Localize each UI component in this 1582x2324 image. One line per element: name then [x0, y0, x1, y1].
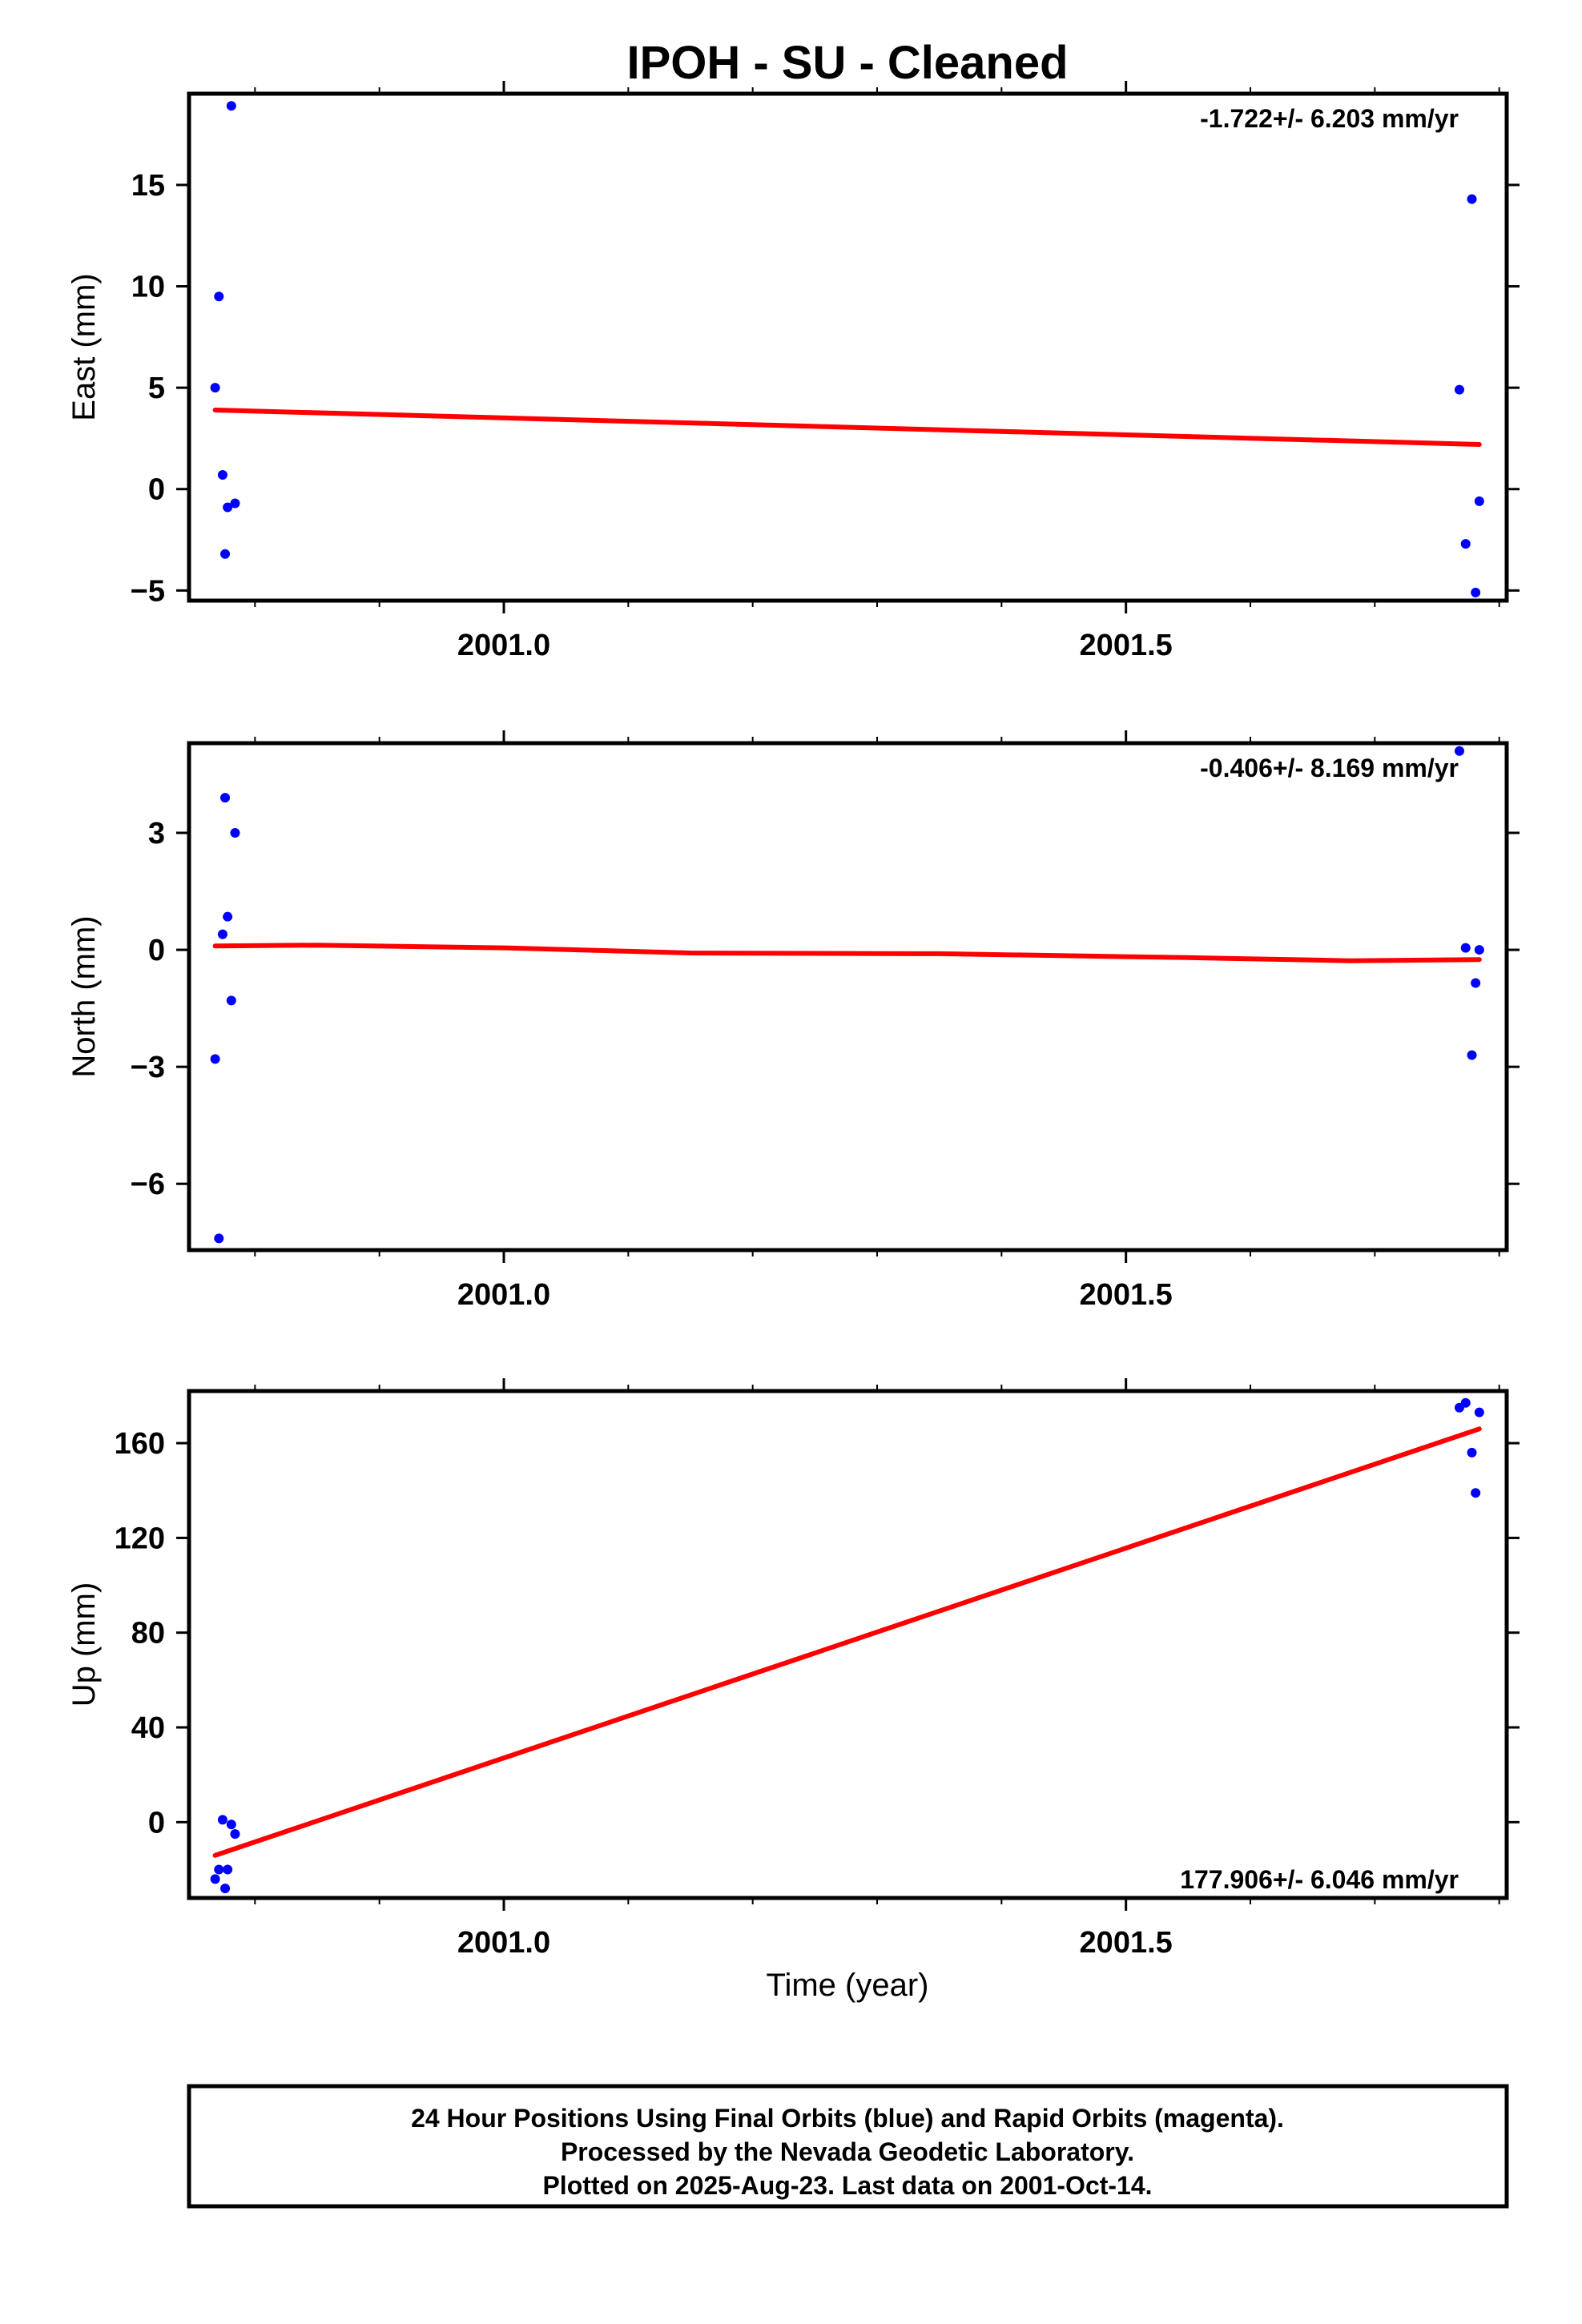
y-tick-label: 40	[131, 1711, 165, 1745]
data-point	[226, 995, 236, 1006]
y-tick-label: 0	[148, 934, 165, 967]
trend-line-east	[212, 408, 1482, 447]
x-axis-label: Time (year)	[767, 1968, 929, 2003]
plot-frame-north	[187, 741, 1509, 1252]
data-point	[226, 101, 236, 111]
data-point	[1474, 1407, 1484, 1417]
data-point	[1460, 943, 1471, 953]
data-point	[210, 383, 220, 393]
data-point	[1471, 587, 1481, 597]
x-tick-label: 2001.5	[1080, 1926, 1173, 1960]
footer-line-3: Plotted on 2025-Aug-23. Last data on 200…	[542, 2171, 1152, 2200]
data-point	[214, 1233, 224, 1244]
footer-line-1: 24 Hour Positions Using Final Orbits (bl…	[411, 2104, 1284, 2133]
x-tick-label: 2001.0	[457, 1926, 550, 1960]
data-point	[226, 1819, 236, 1830]
panel-east: 2001.0 2001.5 −5 0 5 10 15 East (mm) -1.722+/- 6…	[66, 81, 1520, 662]
data-point	[217, 1815, 227, 1825]
y-tick-label: 3	[148, 817, 165, 850]
data-point	[214, 1864, 224, 1875]
data-point	[1471, 1488, 1481, 1498]
rate-label-east: -1.722+/- 6.203 mm/yr	[1200, 104, 1459, 133]
rate-label-up: 177.906+/- 6.046 mm/yr	[1180, 1865, 1459, 1894]
y-tick-label: 10	[131, 271, 165, 304]
panels: 2001.0 2001.5 −5 0 5 10 15 East (mm) -1.722+/- 6…	[66, 81, 1520, 1960]
data-point	[223, 911, 233, 922]
y-tick-label: 80	[131, 1617, 165, 1651]
y-tick-label: 15	[131, 169, 165, 203]
data-point	[214, 292, 224, 302]
y-tick-label: 5	[148, 372, 165, 405]
data-point	[220, 549, 231, 559]
data-point	[1460, 1397, 1471, 1408]
y-tick-label: 160	[115, 1427, 165, 1461]
y-axis-label-up: Up (mm)	[66, 1582, 102, 1707]
data-point	[1467, 1447, 1477, 1458]
data-point	[230, 498, 240, 509]
panel-north: 2001.0 2001.5 −6 −3 0 3 North (mm) -0.406+/- 8.…	[66, 730, 1520, 1312]
y-tick-label: 0	[148, 473, 165, 507]
data-point	[230, 827, 240, 838]
y-tick-label: −6	[131, 1168, 165, 1201]
plot-frame-east	[187, 91, 1509, 603]
data-point	[1454, 384, 1464, 395]
footer-box: 24 Hour Positions Using Final Orbits (bl…	[187, 2084, 1509, 2209]
chart-title: IPOH - SU - Cleaned	[626, 37, 1068, 89]
y-tick-label: −5	[131, 574, 165, 608]
footer-frame	[187, 2084, 1509, 2209]
data-point	[230, 1829, 240, 1839]
y-tick-label: 0	[148, 1806, 165, 1839]
data-point	[1467, 194, 1477, 204]
trend-line-north	[212, 943, 1482, 963]
data-point	[217, 470, 227, 480]
trend-line-up	[212, 1426, 1482, 1858]
data-point	[1467, 1050, 1477, 1060]
x-tick-label: 2001.0	[457, 1278, 550, 1312]
data-point	[1460, 539, 1471, 549]
x-tick-label: 2001.0	[457, 629, 550, 662]
data-point	[210, 1874, 220, 1884]
data-point	[210, 1054, 220, 1064]
y-axis-label-east: East (mm)	[66, 273, 102, 420]
x-tick-label: 2001.5	[1080, 629, 1173, 662]
data-point	[223, 502, 233, 513]
y-axis-label-north: North (mm)	[66, 915, 102, 1077]
rate-label-north: -0.406+/- 8.169 mm/yr	[1200, 754, 1459, 782]
data-point	[1474, 945, 1484, 955]
panel-up: 2001.0 2001.5 0 40 80 120 160 Up (mm) 177.906+/-…	[66, 1378, 1520, 1960]
x-tick-label: 2001.5	[1080, 1278, 1173, 1312]
footer-line-2: Processed by the Nevada Geodetic Laborat…	[561, 2137, 1134, 2166]
plot-frame-up	[187, 1389, 1509, 1900]
data-point	[1454, 746, 1464, 756]
data-point	[217, 929, 227, 939]
data-point	[1471, 978, 1481, 988]
y-tick-label: −3	[131, 1051, 165, 1084]
data-point	[1474, 496, 1484, 506]
y-tick-label: 120	[115, 1522, 165, 1555]
data-point	[220, 793, 231, 803]
data-point	[220, 1884, 231, 1894]
data-point	[223, 1864, 233, 1875]
